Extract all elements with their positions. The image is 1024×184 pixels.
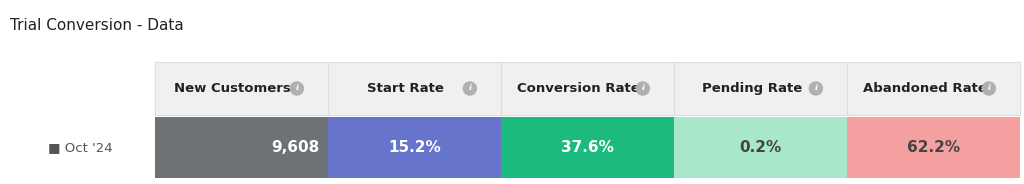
Text: i: i [468, 84, 471, 93]
Text: Conversion Rate: Conversion Rate [517, 82, 640, 95]
Bar [155, 62, 1020, 115]
Text: Start Rate: Start Rate [368, 82, 444, 95]
Text: Abandoned Rate: Abandoned Rate [863, 82, 987, 95]
Text: ■ Oct '24: ■ Oct '24 [48, 141, 113, 154]
Text: 62.2%: 62.2% [907, 140, 961, 155]
Text: New Customers: New Customers [174, 82, 291, 95]
Bar [328, 117, 501, 178]
Text: Trial Conversion - Data: Trial Conversion - Data [10, 18, 183, 33]
Bar [501, 117, 674, 178]
Text: i: i [295, 84, 298, 93]
Bar [155, 117, 328, 178]
Text: i: i [987, 84, 990, 93]
Circle shape [291, 82, 303, 95]
Text: i: i [814, 84, 817, 93]
Text: 15.2%: 15.2% [388, 140, 441, 155]
Circle shape [636, 82, 649, 95]
Text: 9,608: 9,608 [271, 140, 319, 155]
Circle shape [809, 82, 822, 95]
Text: Pending Rate: Pending Rate [701, 82, 802, 95]
Bar [674, 117, 847, 178]
Text: 0.2%: 0.2% [739, 140, 781, 155]
Bar [847, 117, 1020, 178]
Circle shape [463, 82, 476, 95]
Text: i: i [641, 84, 644, 93]
Circle shape [982, 82, 995, 95]
Text: 37.6%: 37.6% [561, 140, 614, 155]
